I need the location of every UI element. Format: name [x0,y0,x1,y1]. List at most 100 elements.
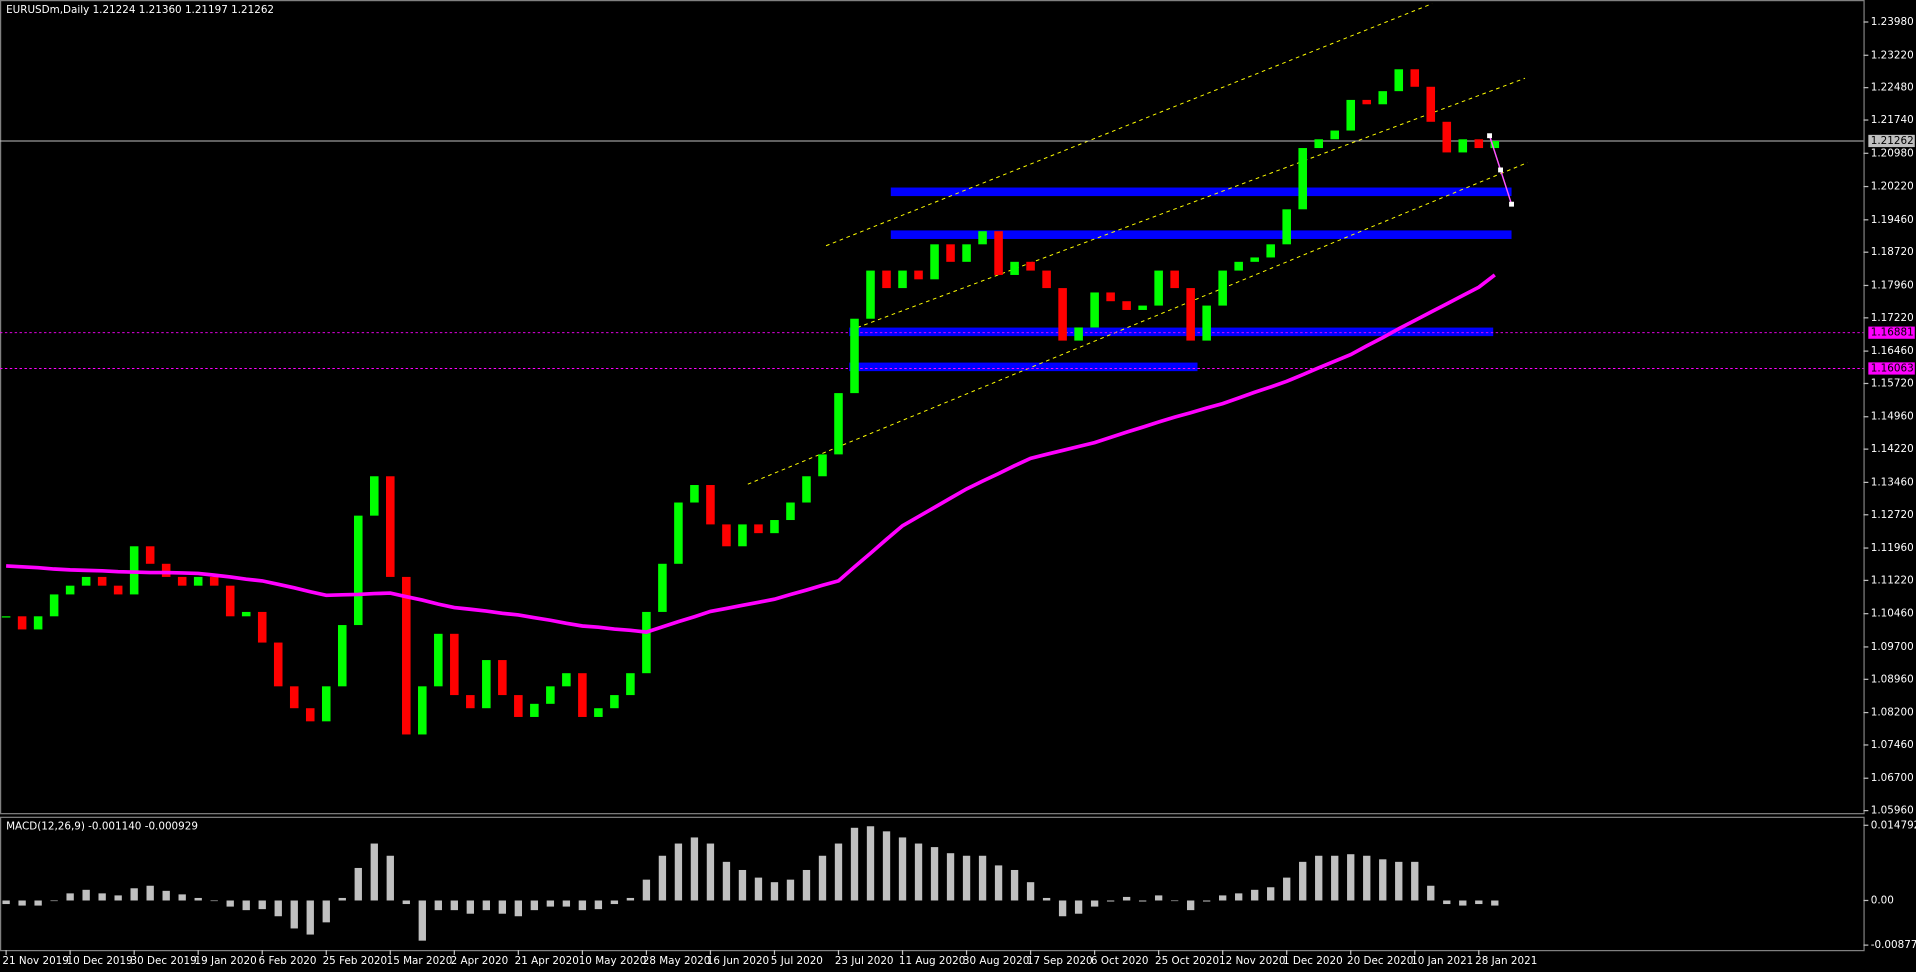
candle [1058,288,1067,341]
macd-bar [338,897,346,901]
macd-bar [1299,861,1307,901]
macd-bar [146,885,154,901]
macd-bar [690,837,699,901]
y-tick-label: 1.09700 [1871,641,1914,653]
y-tick-label: 1.14220 [1871,443,1914,455]
macd-bar [418,900,426,941]
zone [890,230,1512,239]
candle [642,611,651,674]
macd-bar [1283,877,1291,901]
candle [1234,261,1243,271]
candle [81,576,91,586]
macd-bar [2,900,10,905]
y-tick-label: 1.17960 [1871,279,1914,291]
macd-bar [242,900,250,911]
x-tick-label: 28 May 2020 [643,955,711,967]
macd-bar [1219,895,1227,901]
candle [562,673,571,687]
candle [1442,121,1452,153]
candle [674,502,683,564]
zone [849,362,1198,372]
channel-line [747,162,1528,485]
candle [1314,139,1323,149]
macd-bar [322,900,330,923]
macd-bar [386,855,394,901]
y-tick-label: 1.12720 [1871,509,1914,521]
candle [994,231,1003,275]
plot-layers: 1.23980 1.23220 1.22480 1.21740 1.20980 1.202… [0,3,1916,967]
candle [1010,261,1019,275]
macd-bar [1090,900,1099,907]
macd-bar [1106,900,1115,902]
x-tick-label: 6 Feb 2020 [259,955,317,967]
candle [1026,261,1035,271]
macd-bar [482,900,490,911]
candle [866,270,875,319]
x-tick-label: 21 Nov 2019 [2,955,68,967]
y-tick-label: 1.23980 [1871,16,1914,28]
macd-bar [786,879,795,901]
macd-bar [1202,900,1211,902]
candle [1074,327,1083,341]
y-tick-label: 1.18720 [1871,246,1914,258]
macd-bar [1010,869,1019,901]
macd-bar [258,900,266,910]
macd-bar [658,855,667,901]
level-label: 1.16063 [1871,362,1914,374]
candle [1378,91,1388,105]
candle [1410,69,1420,87]
macd-bar [930,847,939,901]
candle [49,594,59,617]
x-tick-label: 12 Nov 2020 [1219,955,1285,967]
macd-bar [962,855,971,901]
macd-bar [1154,895,1163,901]
candle [658,563,667,612]
candle [305,708,315,722]
macd-bar [1251,889,1259,901]
macd-bar [1475,900,1483,905]
candle [241,611,251,617]
macd-bar [1315,855,1323,901]
candle [1,616,11,618]
macd-bar [210,900,218,902]
macd-bar [706,843,715,901]
candle [113,585,123,595]
macd-bar [1122,896,1131,901]
candle [706,485,715,525]
candle [1282,209,1291,245]
macd-bar [274,900,282,917]
macd-pane [0,816,1865,952]
candle [818,454,827,477]
macd-bar [498,900,507,914]
candle [289,686,299,709]
macd-bar [1331,855,1339,901]
candle [1154,270,1163,306]
y-tick-label: 1.08960 [1871,673,1914,685]
macd-bar [1058,900,1067,917]
candle [802,476,811,503]
candle [770,520,779,534]
candle [1218,270,1227,306]
macd-bar [818,855,827,901]
x-tick-label: 17 Sep 2020 [1027,955,1093,967]
macd-bar [674,843,683,901]
macd-bar [594,900,603,910]
macd-bar [946,853,955,901]
candles [1,69,1500,735]
channel-line [850,77,1526,331]
candle [610,695,619,709]
candle [145,546,155,564]
candle [1186,288,1195,341]
level-tag [1868,362,1915,375]
candle [594,708,603,717]
y-tick-label: 1.17220 [1871,312,1914,324]
macd-bar [1235,893,1243,901]
candle [530,703,539,717]
channel-line [825,3,1433,247]
candle [209,576,219,586]
macd-bar [1427,885,1435,901]
macd-bar [402,900,410,905]
x-tick-label: 21 Apr 2020 [515,955,579,967]
macd-bar [1379,859,1387,901]
x-tick-label: 25 Feb 2020 [323,955,388,967]
